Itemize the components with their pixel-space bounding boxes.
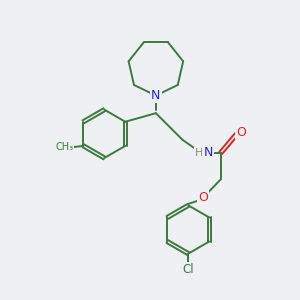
Text: CH₃: CH₃ — [55, 142, 74, 152]
Text: Cl: Cl — [182, 263, 194, 276]
Text: O: O — [198, 190, 208, 204]
Text: H: H — [194, 148, 203, 158]
Text: O: O — [236, 126, 246, 139]
Text: N: N — [203, 146, 213, 159]
Text: N: N — [151, 89, 160, 102]
